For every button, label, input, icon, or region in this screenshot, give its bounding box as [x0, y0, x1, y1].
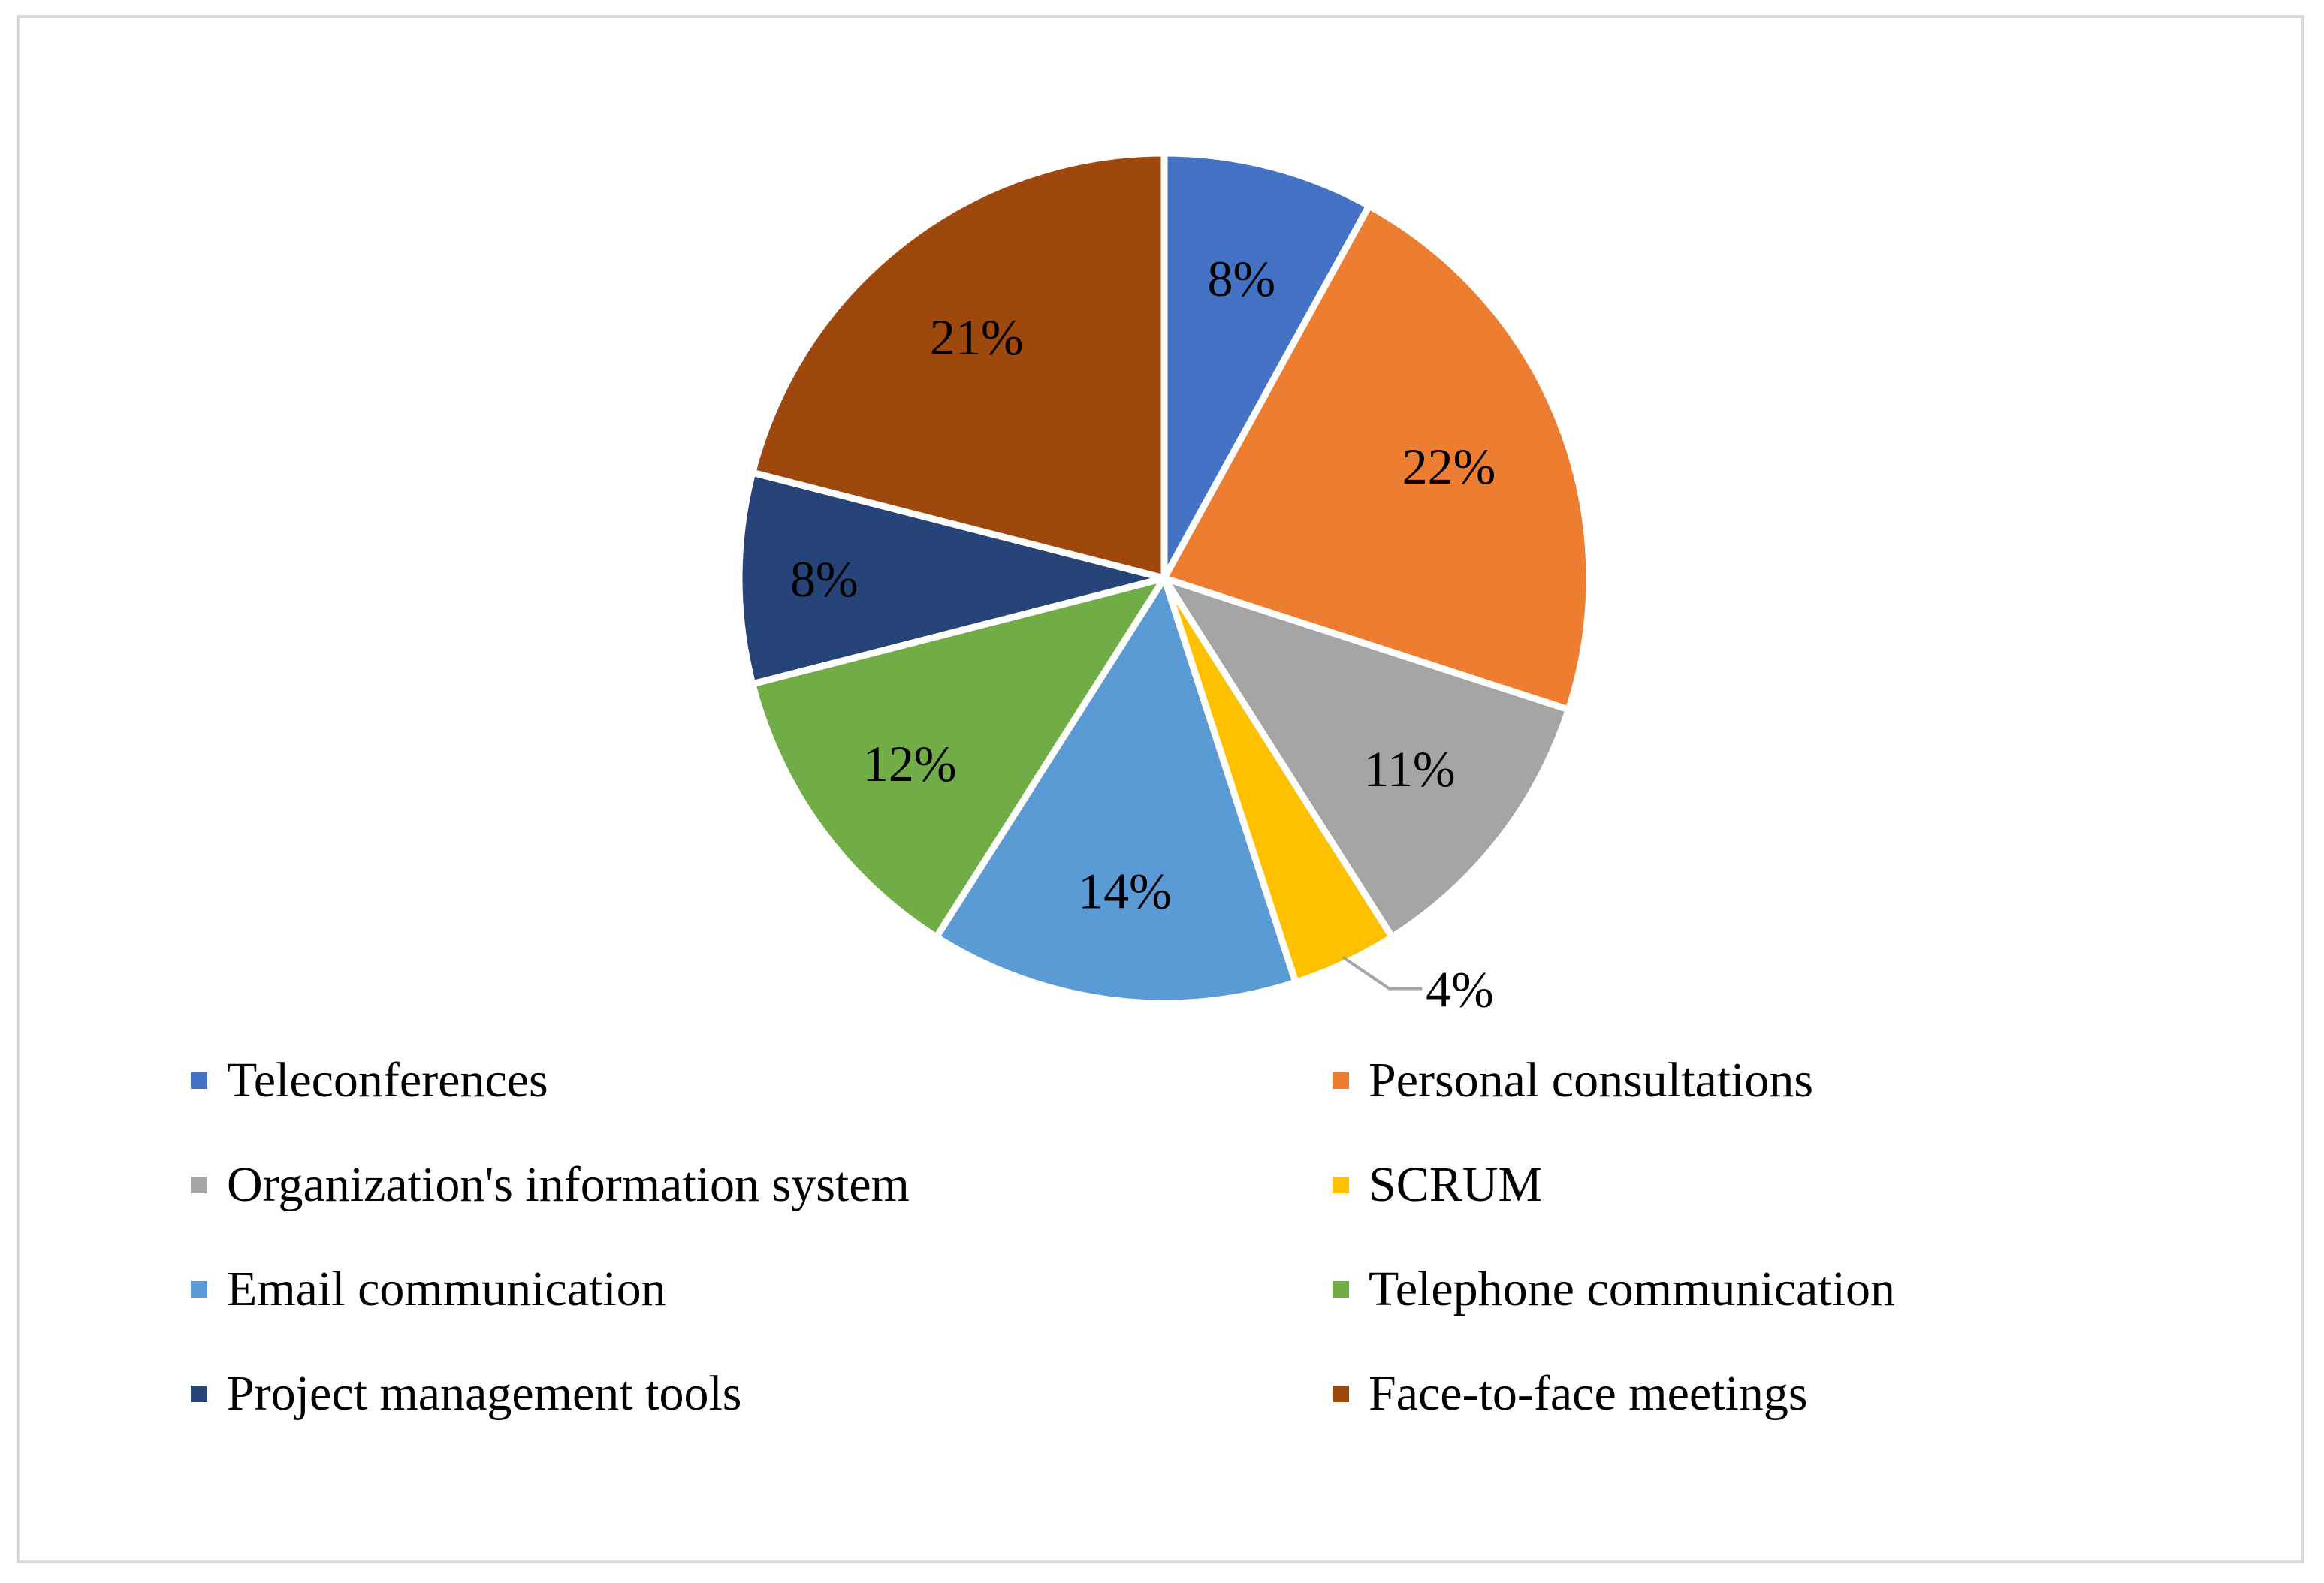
- leader-line-scrum: [1342, 955, 1423, 991]
- data-label-face-to-face-meetings: 21%: [930, 309, 1024, 366]
- data-label-email-communication: 14%: [1078, 863, 1172, 920]
- data-label-telephone-communication: 12%: [863, 735, 957, 792]
- pie-slices: [735, 149, 1593, 1007]
- data-label-organization-s-information-system: 11%: [1363, 740, 1455, 798]
- data-label-scrum: 4%: [1426, 961, 1494, 1018]
- pie-slice-organization-s-information-system: [1160, 574, 1572, 941]
- data-label-personal-consultations: 22%: [1402, 438, 1496, 495]
- pie-slice-face-to-face-meetings: [749, 149, 1168, 582]
- pie-slice-email-communication: [933, 574, 1299, 1007]
- pie-labels: 8% 22% 11% 4% 14% 12% 8% 21%: [790, 250, 1496, 1018]
- pie-slice-telephone-communication: [749, 574, 1168, 941]
- data-label-project-management-tools: 8%: [790, 550, 859, 608]
- data-label-teleconferences: 8%: [1207, 250, 1275, 307]
- pie-slice-teleconferences: [1160, 149, 1373, 582]
- pie-slice-project-management-tools: [735, 469, 1168, 688]
- pie-slice-personal-consultations: [1160, 202, 1593, 713]
